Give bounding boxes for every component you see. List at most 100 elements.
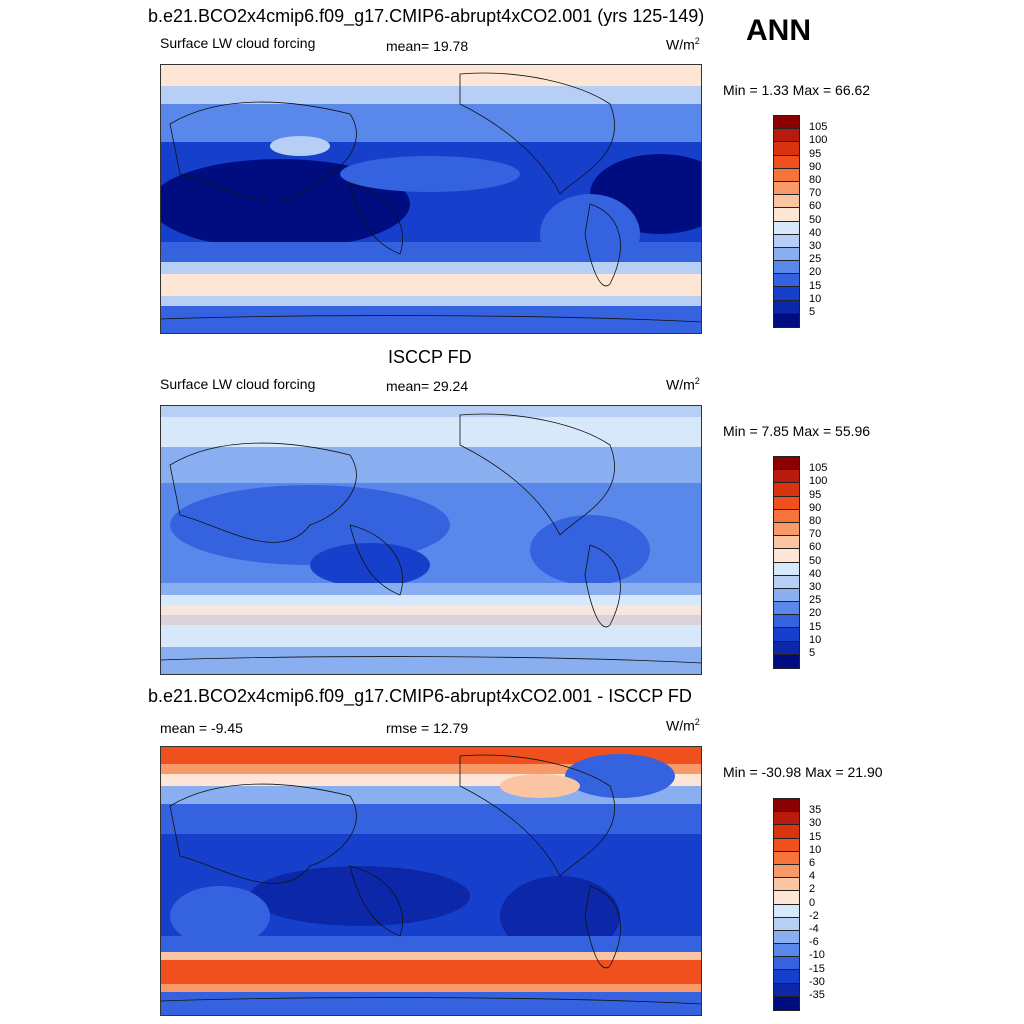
- colorbar-cell: [774, 970, 799, 984]
- colorbar-tick-label: 50: [809, 213, 822, 226]
- panel3-rmse: rmse = 12.79: [386, 720, 469, 736]
- colorbar-tick-label: 40: [809, 567, 822, 580]
- colorbar-cell: [774, 142, 799, 156]
- colorbar-tick-label: 100: [809, 134, 828, 147]
- colorbar-tick-label: 10: [809, 633, 822, 646]
- panel1-title: b.e21.BCO2x4cmip6.f09_g17.CMIP6-abrupt4x…: [148, 6, 705, 26]
- panel1-units: W/m2: [666, 36, 700, 53]
- colorbar-cell: [774, 168, 799, 182]
- colorbar-cell: [774, 116, 799, 130]
- colorbar-cell: [774, 536, 799, 550]
- colorbar-cell: [774, 562, 799, 576]
- colorbar-cell: [774, 944, 799, 958]
- colorbar-tick-label: 80: [809, 515, 822, 527]
- panel1-minmax: Min = 1.33 Max = 66.62: [723, 82, 871, 98]
- colorbar-cell: [774, 654, 799, 668]
- panel3-mean: mean = -9.45: [160, 720, 243, 736]
- colorbar-cell: [774, 930, 799, 945]
- colorbar-tick-label: 60: [809, 541, 822, 554]
- colorbar-cell: [774, 261, 799, 275]
- colorbar-cell: [774, 155, 799, 169]
- colorbar-cell: [774, 509, 799, 523]
- colorbar-cell: [774, 208, 799, 222]
- panel1-variable: Surface LW cloud forcing: [160, 35, 316, 51]
- colorbar-tick-label: 95: [809, 147, 822, 160]
- colorbar-tick-label: 30: [809, 581, 822, 593]
- colorbar-tick-label: 0: [809, 896, 816, 909]
- colorbar-tick-label: 2: [809, 883, 816, 896]
- colorbar-tick-label: -35: [809, 989, 825, 1001]
- colorbar-cell: [774, 483, 799, 497]
- colorbar-tick-label: 10: [809, 843, 822, 856]
- colorbar-tick-label: 4: [809, 870, 816, 883]
- panel3-map: [160, 746, 702, 1016]
- colorbar-tick-label: -30: [809, 975, 825, 988]
- colorbar-cell: [774, 588, 799, 603]
- colorbar-cell: [774, 300, 799, 314]
- colorbar-tick-label: 90: [809, 160, 822, 173]
- colorbar-cell: [774, 996, 799, 1010]
- colorbar-cell: [774, 221, 799, 235]
- colorbar-cell: [774, 522, 799, 537]
- colorbar-tick-label: 50: [809, 554, 822, 567]
- colorbar-cell: [774, 641, 799, 655]
- colorbar-tick-label: 25: [809, 594, 822, 607]
- panel2-minmax: Min = 7.85 Max = 55.96: [723, 423, 871, 439]
- colorbar-tick-label: 30: [809, 817, 822, 830]
- colorbar-tick-label: 70: [809, 528, 822, 541]
- colorbar-cell: [774, 917, 799, 931]
- colorbar-cell: [774, 983, 799, 997]
- colorbar-tick-label: 70: [809, 187, 822, 200]
- panel1-colorbar: [773, 115, 800, 328]
- colorbar-cell: [774, 274, 799, 288]
- colorbar-cell: [774, 799, 799, 813]
- panel2-mean: mean= 29.24: [386, 378, 469, 394]
- colorbar-cell: [774, 470, 799, 484]
- colorbar-cell: [774, 496, 799, 510]
- colorbar-tick-label: 5: [809, 647, 816, 659]
- panel2-title: ISCCP FD: [388, 347, 472, 367]
- panel3-minmax: Min = -30.98 Max = 21.90: [723, 764, 883, 780]
- colorbar-tick-label: 6: [809, 857, 816, 869]
- colorbar-tick-label: 95: [809, 488, 822, 501]
- colorbar-cell: [774, 287, 799, 301]
- colorbar-tick-label: 15: [809, 620, 822, 633]
- colorbar-cell: [774, 313, 799, 327]
- panel3-units: W/m2: [666, 717, 700, 734]
- colorbar-cell: [774, 549, 799, 563]
- colorbar-cell: [774, 864, 799, 879]
- colorbar-tick-label: 5: [809, 306, 816, 318]
- panel2-map: [160, 405, 702, 675]
- colorbar-cell: [774, 457, 799, 471]
- colorbar-cell: [774, 851, 799, 865]
- colorbar-tick-label: -4: [809, 923, 819, 935]
- colorbar-tick-label: 105: [809, 462, 828, 475]
- colorbar-tick-label: 80: [809, 174, 822, 186]
- colorbar-cell: [774, 878, 799, 892]
- colorbar-tick-label: 105: [809, 121, 828, 134]
- colorbar-cell: [774, 575, 799, 589]
- colorbar-tick-label: -2: [809, 909, 819, 922]
- panel1-map: [160, 64, 702, 334]
- colorbar-tick-label: 15: [809, 279, 822, 292]
- panel2-units: W/m2: [666, 376, 700, 393]
- season-label: ANN: [746, 14, 811, 47]
- colorbar-tick-label: 25: [809, 253, 822, 266]
- colorbar-tick-label: 40: [809, 226, 822, 239]
- colorbar-cell: [774, 615, 799, 629]
- colorbar-cell: [774, 891, 799, 905]
- colorbar-cell: [774, 195, 799, 209]
- colorbar-cell: [774, 957, 799, 971]
- colorbar-cell: [774, 247, 799, 262]
- colorbar-cell: [774, 129, 799, 143]
- panel3-colorbar: [773, 798, 800, 1011]
- colorbar-tick-label: 30: [809, 240, 822, 252]
- colorbar-tick-label: -6: [809, 936, 819, 949]
- colorbar-cell: [774, 602, 799, 616]
- colorbar-tick-label: 10: [809, 292, 822, 305]
- colorbar-cell: [774, 628, 799, 642]
- colorbar-cell: [774, 825, 799, 839]
- colorbar-tick-label: 90: [809, 501, 822, 514]
- colorbar-tick-label: 35: [809, 804, 822, 817]
- colorbar-tick-label: 20: [809, 266, 822, 279]
